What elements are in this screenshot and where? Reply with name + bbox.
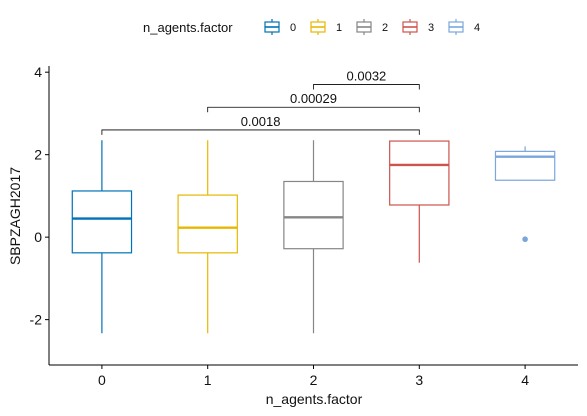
bracket-line (207, 106, 420, 113)
legend-label: 4 (474, 22, 480, 34)
legend-title: n_agents.factor (143, 20, 233, 35)
box-4 (494, 146, 556, 243)
bracket-line (101, 129, 420, 135)
box-1 (177, 140, 238, 334)
box-body (177, 194, 238, 254)
p-value-label: 0.00029 (290, 91, 337, 106)
y-tick-label: 4 (34, 64, 42, 80)
legend: n_agents.factor 0 1 2 3 4 (143, 19, 480, 35)
box-3 (389, 140, 450, 263)
legend-label: 1 (336, 22, 342, 34)
box-0 (71, 140, 133, 334)
y-tick-label: 0 (34, 229, 42, 245)
box-body (389, 140, 450, 206)
y-tick-label: 2 (34, 147, 42, 163)
legend-item-0: 0 (264, 19, 296, 35)
x-tick-label: 2 (310, 372, 318, 388)
comparison-bracket: 0.00029 (207, 91, 420, 113)
p-value-label: 0.0032 (347, 69, 387, 84)
box-body (283, 180, 344, 250)
x-tick-label: 1 (204, 372, 212, 388)
legend-item-3: 3 (402, 19, 434, 35)
x-axis-title: n_agents.factor (266, 391, 363, 407)
box-2 (283, 140, 344, 334)
p-value-label: 0.0018 (241, 114, 281, 129)
x-tick-label: 3 (415, 372, 423, 388)
legend-label: 2 (382, 22, 388, 34)
comparison-bracket: 0.0018 (101, 114, 420, 135)
x-tick-label: 4 (521, 372, 529, 388)
bracket-line (313, 84, 420, 90)
comparison-bracket: 0.0032 (313, 69, 420, 90)
y-axis-title: SBPZAGH2017 (7, 167, 23, 265)
y-tick-label: -2 (30, 312, 43, 328)
legend-label: 0 (290, 22, 296, 34)
outlier-point (522, 236, 528, 243)
x-tick-label: 0 (98, 372, 106, 388)
legend-item-1: 1 (310, 19, 342, 35)
legend-item-2: 2 (356, 19, 388, 35)
legend-item-4: 4 (448, 19, 480, 35)
box-body (71, 190, 133, 254)
legend-label: 3 (428, 22, 434, 34)
